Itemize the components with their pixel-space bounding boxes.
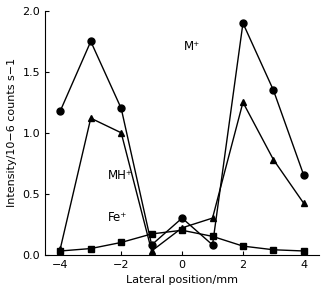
Text: Fe⁺: Fe⁺ — [108, 211, 127, 223]
Text: MH⁺: MH⁺ — [108, 169, 132, 182]
Text: M⁺: M⁺ — [184, 40, 200, 53]
X-axis label: Lateral position/mm: Lateral position/mm — [126, 275, 238, 285]
Y-axis label: Intensity/10−6 counts s−1: Intensity/10−6 counts s−1 — [7, 58, 17, 207]
